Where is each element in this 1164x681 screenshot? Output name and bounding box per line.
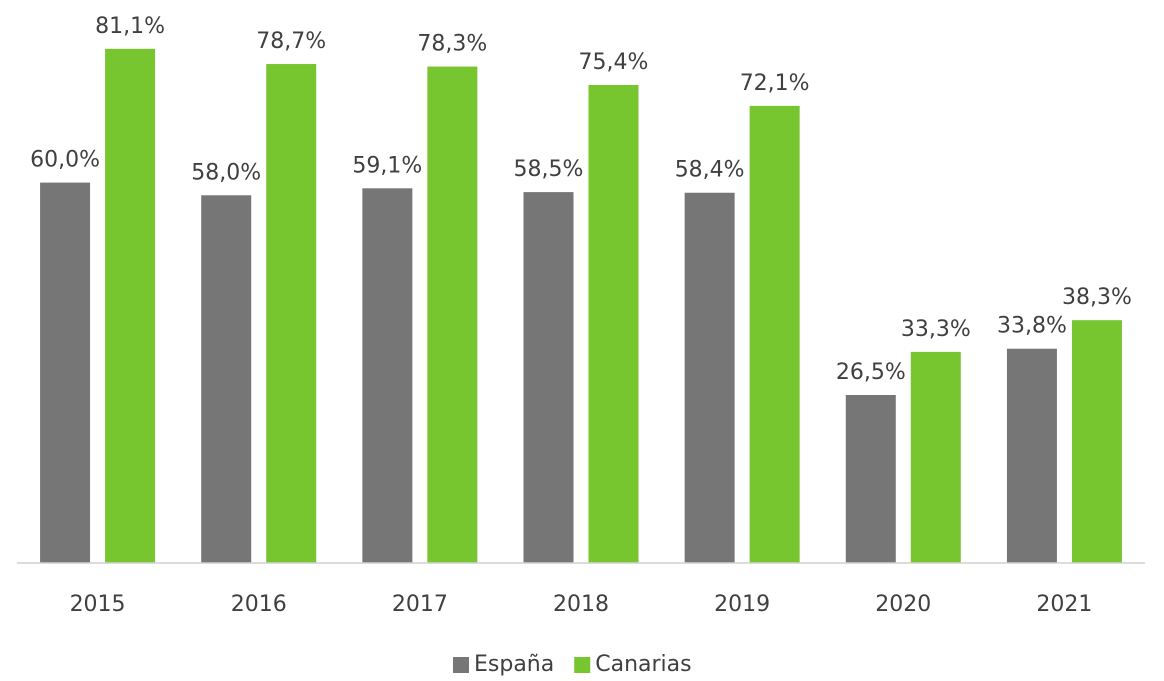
x-tick-label: 2018: [553, 592, 609, 617]
value-label: 81,1%: [95, 14, 165, 39]
legend-label: España: [474, 652, 554, 677]
value-label: 33,3%: [901, 317, 971, 342]
value-label: 78,3%: [417, 32, 487, 57]
value-label: 78,7%: [256, 29, 326, 54]
value-label: 38,3%: [1062, 285, 1132, 310]
x-tick-label: 2019: [714, 592, 770, 617]
bar: [749, 105, 800, 564]
bar: [684, 192, 735, 563]
legend-swatch: [453, 657, 469, 673]
value-label: 59,1%: [352, 153, 422, 178]
x-tick-label: 2020: [875, 592, 931, 617]
bar: [523, 192, 574, 564]
bar: [266, 64, 317, 564]
value-label: 33,8%: [997, 314, 1067, 339]
value-label: 58,4%: [675, 158, 745, 183]
bar: [1071, 320, 1122, 563]
x-tick-label: 2017: [392, 592, 448, 617]
value-label: 58,5%: [514, 157, 584, 182]
value-label: 26,5%: [836, 360, 906, 385]
bar: [1006, 348, 1057, 563]
value-label: 75,4%: [579, 50, 649, 75]
bar: [201, 195, 252, 563]
x-tick-label: 2016: [231, 592, 287, 617]
bar: [362, 188, 413, 563]
value-label: 60,0%: [30, 148, 100, 173]
bar: [588, 84, 639, 564]
bar: [910, 351, 961, 563]
legend-label: Canarias: [595, 652, 691, 677]
value-label: 58,0%: [191, 160, 261, 185]
bar: [40, 182, 91, 563]
bar: [845, 394, 896, 563]
legend-swatch: [574, 657, 591, 673]
bar: [427, 66, 478, 563]
bar: [105, 48, 156, 564]
x-tick-label: 2015: [70, 592, 126, 617]
value-label: 72,1%: [740, 71, 810, 96]
x-tick-label: 2021: [1036, 592, 1092, 617]
